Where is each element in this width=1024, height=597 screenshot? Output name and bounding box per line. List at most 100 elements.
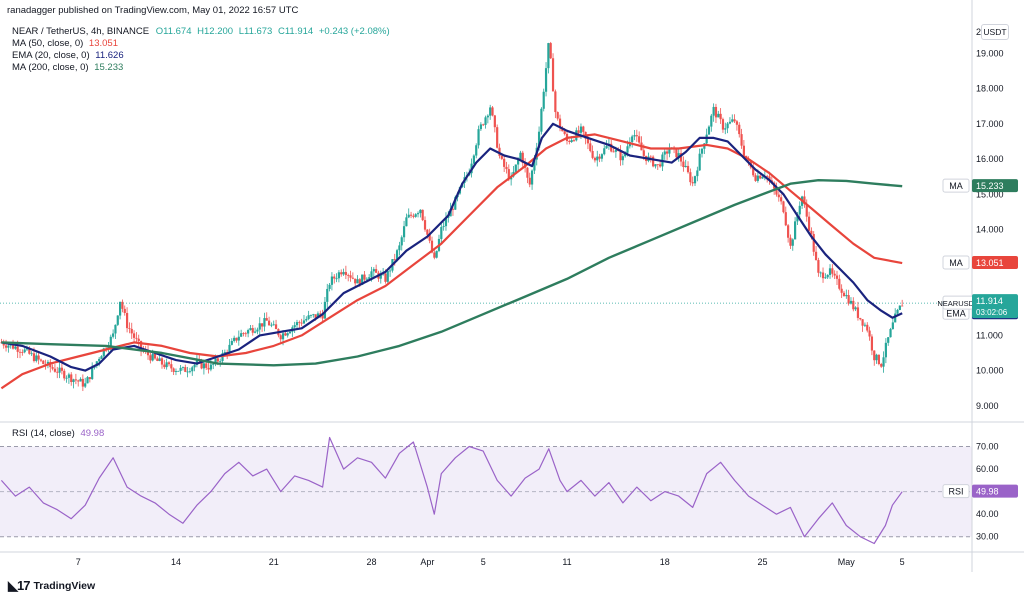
candle-body <box>835 275 839 279</box>
candle-body <box>898 305 901 310</box>
candle-body <box>109 336 112 347</box>
candle-body <box>496 127 499 148</box>
time-tick-label: 28 <box>366 557 376 567</box>
candle-body <box>544 68 548 92</box>
candle-body <box>626 146 629 153</box>
candle-body <box>526 167 529 178</box>
candle-body <box>328 284 331 289</box>
candle-body <box>125 312 129 329</box>
candle-body <box>363 274 366 280</box>
candle-body <box>254 331 257 333</box>
candle-body <box>884 342 887 358</box>
price-tick-label: 9.000 <box>976 401 999 411</box>
candle-body <box>230 340 233 345</box>
candle-body <box>787 225 790 238</box>
candle-body <box>242 333 245 334</box>
candle-body <box>726 123 729 129</box>
ma200-legend[interactable]: MA (200, close, 0) 15.233 <box>12 62 123 73</box>
candle-body <box>146 350 150 356</box>
rsi-legend[interactable]: RSI (14, close) 49.98 <box>12 428 104 439</box>
candle-body <box>132 333 136 338</box>
candle-body <box>165 362 168 368</box>
candle-body <box>212 364 215 365</box>
candle-body <box>207 367 210 370</box>
candle-body <box>856 307 860 318</box>
candle-body <box>81 378 84 387</box>
symbol-name[interactable]: NEAR / TetherUS, 4h, BINANCE <box>12 26 150 37</box>
candle-body <box>572 140 576 141</box>
candle-body <box>503 158 506 167</box>
candle-body <box>505 166 508 170</box>
candle-body <box>833 273 836 276</box>
time-tick-label: 21 <box>269 557 279 567</box>
candle-body <box>698 153 701 171</box>
candle-body <box>586 138 590 144</box>
candle-body <box>579 126 583 133</box>
candle-body <box>677 153 680 158</box>
candle-body <box>619 151 622 161</box>
candle-body <box>896 309 899 314</box>
symbol-legend: NEAR / TetherUS, 4h, BINANCE O11.674 H12… <box>12 26 390 37</box>
candle-body <box>859 317 862 320</box>
candle-body <box>326 288 329 302</box>
candle-body <box>372 269 375 272</box>
ma200-legend-value: 15.233 <box>94 62 124 73</box>
candle-body <box>782 201 785 213</box>
candle-body <box>752 167 755 176</box>
ema20-legend[interactable]: EMA (20, close, 0) 11.626 <box>12 50 124 61</box>
candle-body <box>321 314 324 319</box>
candle-body <box>323 301 327 319</box>
tradingview-logo[interactable]: ◣17 TradingView <box>8 578 95 594</box>
candle-body <box>112 333 115 337</box>
ohlc-low: L11.673 <box>238 26 273 37</box>
candle-body <box>780 197 783 202</box>
candle-body <box>98 358 101 362</box>
price-tick-label: 11.000 <box>976 330 1003 340</box>
candle-body <box>784 212 787 226</box>
candle-body <box>533 159 536 171</box>
candle-body <box>116 315 119 325</box>
candle-body <box>305 318 308 321</box>
time-tick-label: May <box>838 557 856 567</box>
candle-body <box>633 135 636 137</box>
candle-body <box>349 275 352 278</box>
candle-body <box>7 345 10 348</box>
candle-body <box>447 216 450 218</box>
candle-body <box>156 358 159 361</box>
candle-body <box>384 273 387 282</box>
candle-body <box>826 274 829 278</box>
time-tick-label: 7 <box>76 557 81 567</box>
candle-body <box>72 379 75 383</box>
candle-body <box>712 106 715 116</box>
candle-body <box>654 164 657 167</box>
candle-body <box>281 333 285 340</box>
ma50-legend[interactable]: MA (50, close, 0) 13.051 <box>12 38 118 49</box>
candle-body <box>344 271 347 276</box>
candle-body <box>484 117 487 125</box>
time-tick-label: 5 <box>481 557 486 567</box>
candle-body <box>205 363 208 368</box>
candle-body <box>30 353 33 355</box>
candle-body <box>663 151 666 155</box>
candle-body <box>477 129 480 146</box>
rsi-pane: 70.00 60.00 40.00 30.00 <box>0 436 999 545</box>
candle-body <box>84 383 87 387</box>
bar-countdown: 03:02:06 <box>976 308 1008 317</box>
candle-body <box>901 305 904 307</box>
candle-body <box>624 152 627 157</box>
candle-body <box>789 237 792 246</box>
candle-body <box>216 358 219 362</box>
candle-body <box>852 300 855 310</box>
candle-body <box>170 364 173 369</box>
ema20-price-tag-name: EMA <box>946 308 966 318</box>
candle-body <box>181 367 185 368</box>
currency-button[interactable]: USDT <box>981 24 1009 40</box>
candle-body <box>577 130 580 133</box>
candle-body <box>768 176 771 181</box>
candle-body <box>163 364 166 368</box>
candle-body <box>423 220 427 230</box>
ma50-price-tag-value: 13.051 <box>976 258 1004 268</box>
candle-body <box>407 214 410 218</box>
candle-body <box>35 355 38 362</box>
